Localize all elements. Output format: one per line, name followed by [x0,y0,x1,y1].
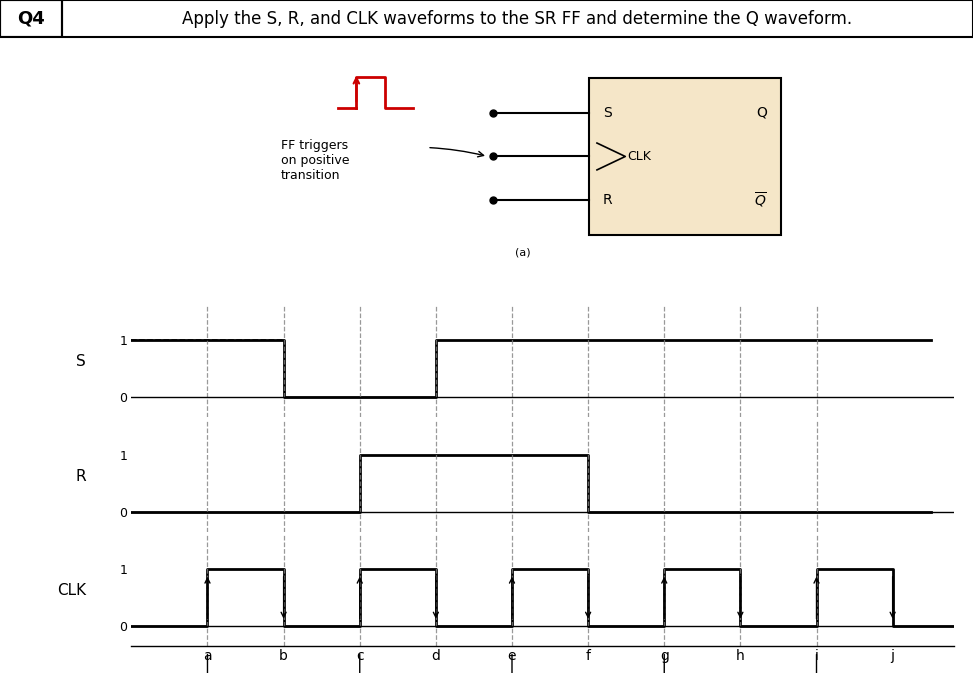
Text: S: S [77,354,87,369]
Text: Apply the S, R, and CLK waveforms to the SR FF and determine the Q waveform.: Apply the S, R, and CLK waveforms to the… [182,9,852,28]
Bar [0,0,62,37]
Text: $\overline{Q}$: $\overline{Q}$ [754,190,767,210]
Text: Q: Q [756,106,767,120]
Text: FF triggers
on positive
transition: FF triggers on positive transition [280,139,349,182]
Text: Q4: Q4 [18,9,45,28]
Text: CLK: CLK [57,583,87,598]
Text: R: R [76,468,87,484]
Text: R: R [603,193,613,207]
Text: (a): (a) [516,247,531,257]
Text: S: S [603,106,612,120]
Text: CLK: CLK [628,150,651,163]
Bar [589,78,781,235]
